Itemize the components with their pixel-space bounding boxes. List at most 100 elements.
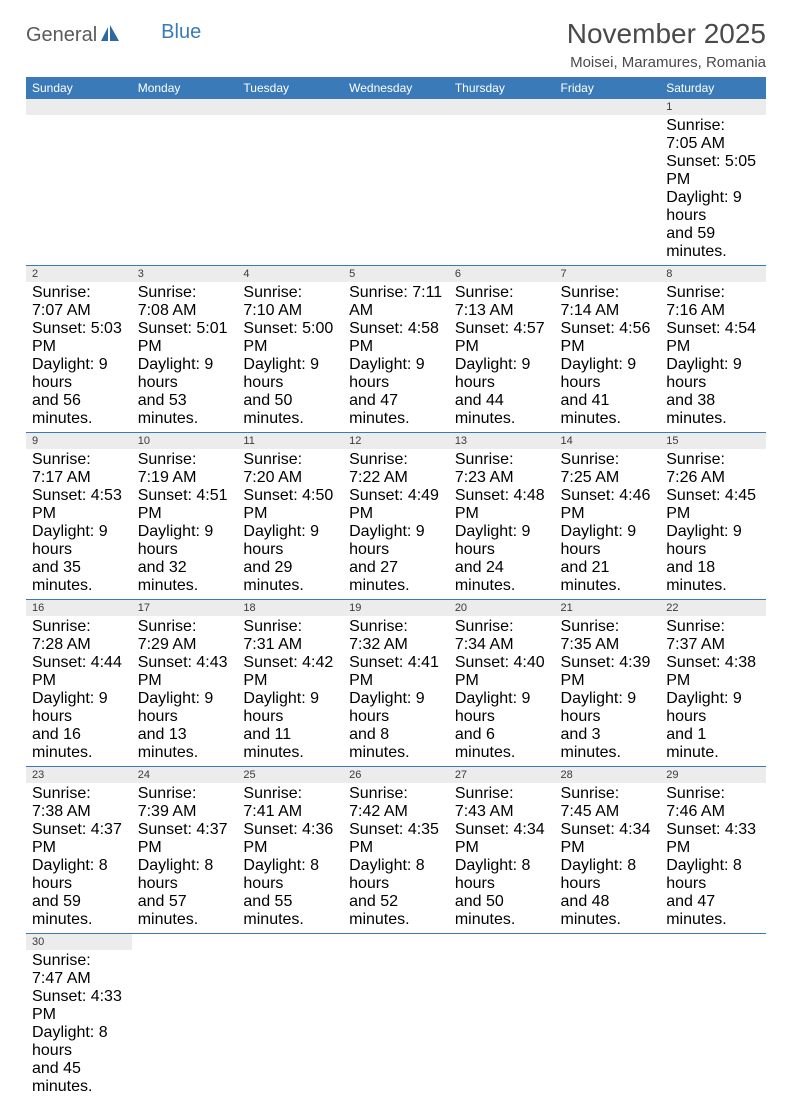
day-number-cell: 5 [343, 266, 449, 283]
day-info-cell [555, 115, 661, 266]
sunset-text: Sunset: 4:57 PM [455, 320, 549, 356]
day-number-cell: 28 [555, 767, 661, 784]
day-number-cell: 3 [132, 266, 238, 283]
day-info-cell: Sunrise: 7:23 AMSunset: 4:48 PMDaylight:… [449, 449, 555, 600]
daylight-text: Daylight: 9 hours [138, 690, 232, 726]
info-row: Sunrise: 7:17 AMSunset: 4:53 PMDaylight:… [26, 449, 766, 600]
daylight-text-2: and 6 minutes. [455, 726, 549, 762]
sunset-text: Sunset: 4:44 PM [32, 654, 126, 690]
daynum-row: 30 [26, 934, 766, 951]
sunrise-text: Sunrise: 7:14 AM [561, 284, 655, 320]
day-number-cell: 12 [343, 433, 449, 450]
daylight-text-2: and 35 minutes. [32, 559, 126, 595]
day-info-cell: Sunrise: 7:35 AMSunset: 4:39 PMDaylight:… [555, 616, 661, 767]
day-info-cell: Sunrise: 7:31 AMSunset: 4:42 PMDaylight:… [237, 616, 343, 767]
daylight-text-2: and 27 minutes. [349, 559, 443, 595]
daynum-row: 1 [26, 99, 766, 115]
day-info-cell: Sunrise: 7:28 AMSunset: 4:44 PMDaylight:… [26, 616, 132, 767]
sunset-text: Sunset: 4:40 PM [455, 654, 549, 690]
day-info-cell: Sunrise: 7:19 AMSunset: 4:51 PMDaylight:… [132, 449, 238, 600]
daynum-row: 9101112131415 [26, 433, 766, 450]
info-row: Sunrise: 7:05 AMSunset: 5:05 PMDaylight:… [26, 115, 766, 266]
sunrise-text: Sunrise: 7:45 AM [561, 785, 655, 821]
sunset-text: Sunset: 4:41 PM [349, 654, 443, 690]
sunrise-text: Sunrise: 7:22 AM [349, 451, 443, 487]
daynum-row: 16171819202122 [26, 600, 766, 617]
daylight-text: Daylight: 8 hours [138, 857, 232, 893]
day-info-cell [343, 115, 449, 266]
daylight-text-2: and 48 minutes. [561, 893, 655, 929]
daylight-text: Daylight: 9 hours [349, 356, 443, 392]
day-info-cell: Sunrise: 7:38 AMSunset: 4:37 PMDaylight:… [26, 783, 132, 934]
day-info-cell [343, 950, 449, 1100]
sunrise-text: Sunrise: 7:17 AM [32, 451, 126, 487]
daylight-text: Daylight: 8 hours [349, 857, 443, 893]
day-info-cell [449, 115, 555, 266]
day-number-cell: 27 [449, 767, 555, 784]
sunset-text: Sunset: 4:54 PM [666, 320, 760, 356]
location-text: Moisei, Maramures, Romania [567, 54, 766, 71]
daylight-text: Daylight: 9 hours [561, 523, 655, 559]
sunset-text: Sunset: 4:58 PM [349, 320, 443, 356]
calendar-body: 1Sunrise: 7:05 AMSunset: 5:05 PMDaylight… [26, 99, 766, 1100]
daylight-text: Daylight: 9 hours [455, 356, 549, 392]
daylight-text-2: and 45 minutes. [32, 1060, 126, 1096]
weekday-header: Sunday [26, 77, 132, 99]
sunset-text: Sunset: 4:38 PM [666, 654, 760, 690]
daylight-text-2: and 8 minutes. [349, 726, 443, 762]
day-info-cell: Sunrise: 7:39 AMSunset: 4:37 PMDaylight:… [132, 783, 238, 934]
sunrise-text: Sunrise: 7:42 AM [349, 785, 443, 821]
daylight-text-2: and 53 minutes. [138, 392, 232, 428]
sunset-text: Sunset: 4:56 PM [561, 320, 655, 356]
sunset-text: Sunset: 4:33 PM [666, 821, 760, 857]
day-info-cell: Sunrise: 7:25 AMSunset: 4:46 PMDaylight:… [555, 449, 661, 600]
daylight-text-2: and 29 minutes. [243, 559, 337, 595]
day-info-cell: Sunrise: 7:29 AMSunset: 4:43 PMDaylight:… [132, 616, 238, 767]
sunrise-text: Sunrise: 7:29 AM [138, 618, 232, 654]
day-number-cell [26, 99, 132, 115]
daylight-text-2: and 18 minutes. [666, 559, 760, 595]
day-info-cell: Sunrise: 7:20 AMSunset: 4:50 PMDaylight:… [237, 449, 343, 600]
sunrise-text: Sunrise: 7:34 AM [455, 618, 549, 654]
sunrise-text: Sunrise: 7:37 AM [666, 618, 760, 654]
daylight-text-2: and 57 minutes. [138, 893, 232, 929]
sunrise-text: Sunrise: 7:41 AM [243, 785, 337, 821]
daylight-text: Daylight: 9 hours [32, 523, 126, 559]
sunset-text: Sunset: 4:51 PM [138, 487, 232, 523]
day-info-cell: Sunrise: 7:26 AMSunset: 4:45 PMDaylight:… [660, 449, 766, 600]
weekday-header: Monday [132, 77, 238, 99]
day-number-cell: 21 [555, 600, 661, 617]
day-number-cell [343, 99, 449, 115]
sunset-text: Sunset: 5:00 PM [243, 320, 337, 356]
sunrise-text: Sunrise: 7:39 AM [138, 785, 232, 821]
sunset-text: Sunset: 5:03 PM [32, 320, 126, 356]
day-number-cell: 6 [449, 266, 555, 283]
day-number-cell: 2 [26, 266, 132, 283]
sunrise-text: Sunrise: 7:31 AM [243, 618, 337, 654]
day-number-cell: 24 [132, 767, 238, 784]
daylight-text: Daylight: 8 hours [32, 857, 126, 893]
day-number-cell: 26 [343, 767, 449, 784]
daylight-text: Daylight: 9 hours [243, 690, 337, 726]
day-info-cell [132, 115, 238, 266]
sunrise-text: Sunrise: 7:38 AM [32, 785, 126, 821]
daylight-text: Daylight: 9 hours [32, 690, 126, 726]
weekday-header: Tuesday [237, 77, 343, 99]
day-number-cell: 13 [449, 433, 555, 450]
day-info-cell: Sunrise: 7:05 AMSunset: 5:05 PMDaylight:… [660, 115, 766, 266]
daylight-text-2: and 21 minutes. [561, 559, 655, 595]
logo: General Blue [26, 18, 201, 47]
daylight-text: Daylight: 8 hours [455, 857, 549, 893]
day-number-cell: 29 [660, 767, 766, 784]
day-number-cell: 16 [26, 600, 132, 617]
daylight-text: Daylight: 9 hours [666, 356, 760, 392]
daylight-text: Daylight: 9 hours [349, 690, 443, 726]
sunset-text: Sunset: 4:37 PM [138, 821, 232, 857]
daylight-text: Daylight: 9 hours [561, 356, 655, 392]
daylight-text-2: and 41 minutes. [561, 392, 655, 428]
day-info-cell: Sunrise: 7:37 AMSunset: 4:38 PMDaylight:… [660, 616, 766, 767]
daylight-text: Daylight: 9 hours [561, 690, 655, 726]
sunrise-text: Sunrise: 7:20 AM [243, 451, 337, 487]
day-number-cell: 18 [237, 600, 343, 617]
sunset-text: Sunset: 4:35 PM [349, 821, 443, 857]
